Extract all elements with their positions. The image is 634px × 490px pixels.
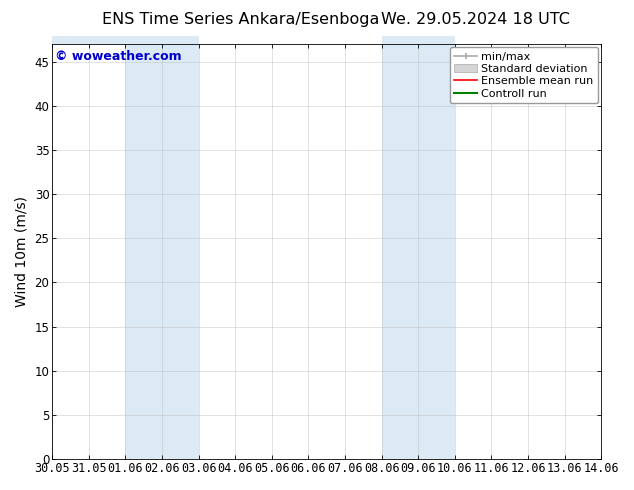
FancyBboxPatch shape: [52, 36, 198, 44]
Text: © woweather.com: © woweather.com: [55, 50, 181, 63]
Y-axis label: Wind 10m (m/s): Wind 10m (m/s): [15, 196, 29, 307]
Bar: [382, 44, 455, 459]
Bar: [126, 44, 198, 459]
Text: ENS Time Series Ankara/Esenboga: ENS Time Series Ankara/Esenboga: [102, 12, 380, 27]
Text: We. 29.05.2024 18 UTC: We. 29.05.2024 18 UTC: [381, 12, 570, 27]
FancyBboxPatch shape: [382, 36, 455, 44]
Legend: min/max, Standard deviation, Ensemble mean run, Controll run: min/max, Standard deviation, Ensemble me…: [450, 47, 598, 103]
